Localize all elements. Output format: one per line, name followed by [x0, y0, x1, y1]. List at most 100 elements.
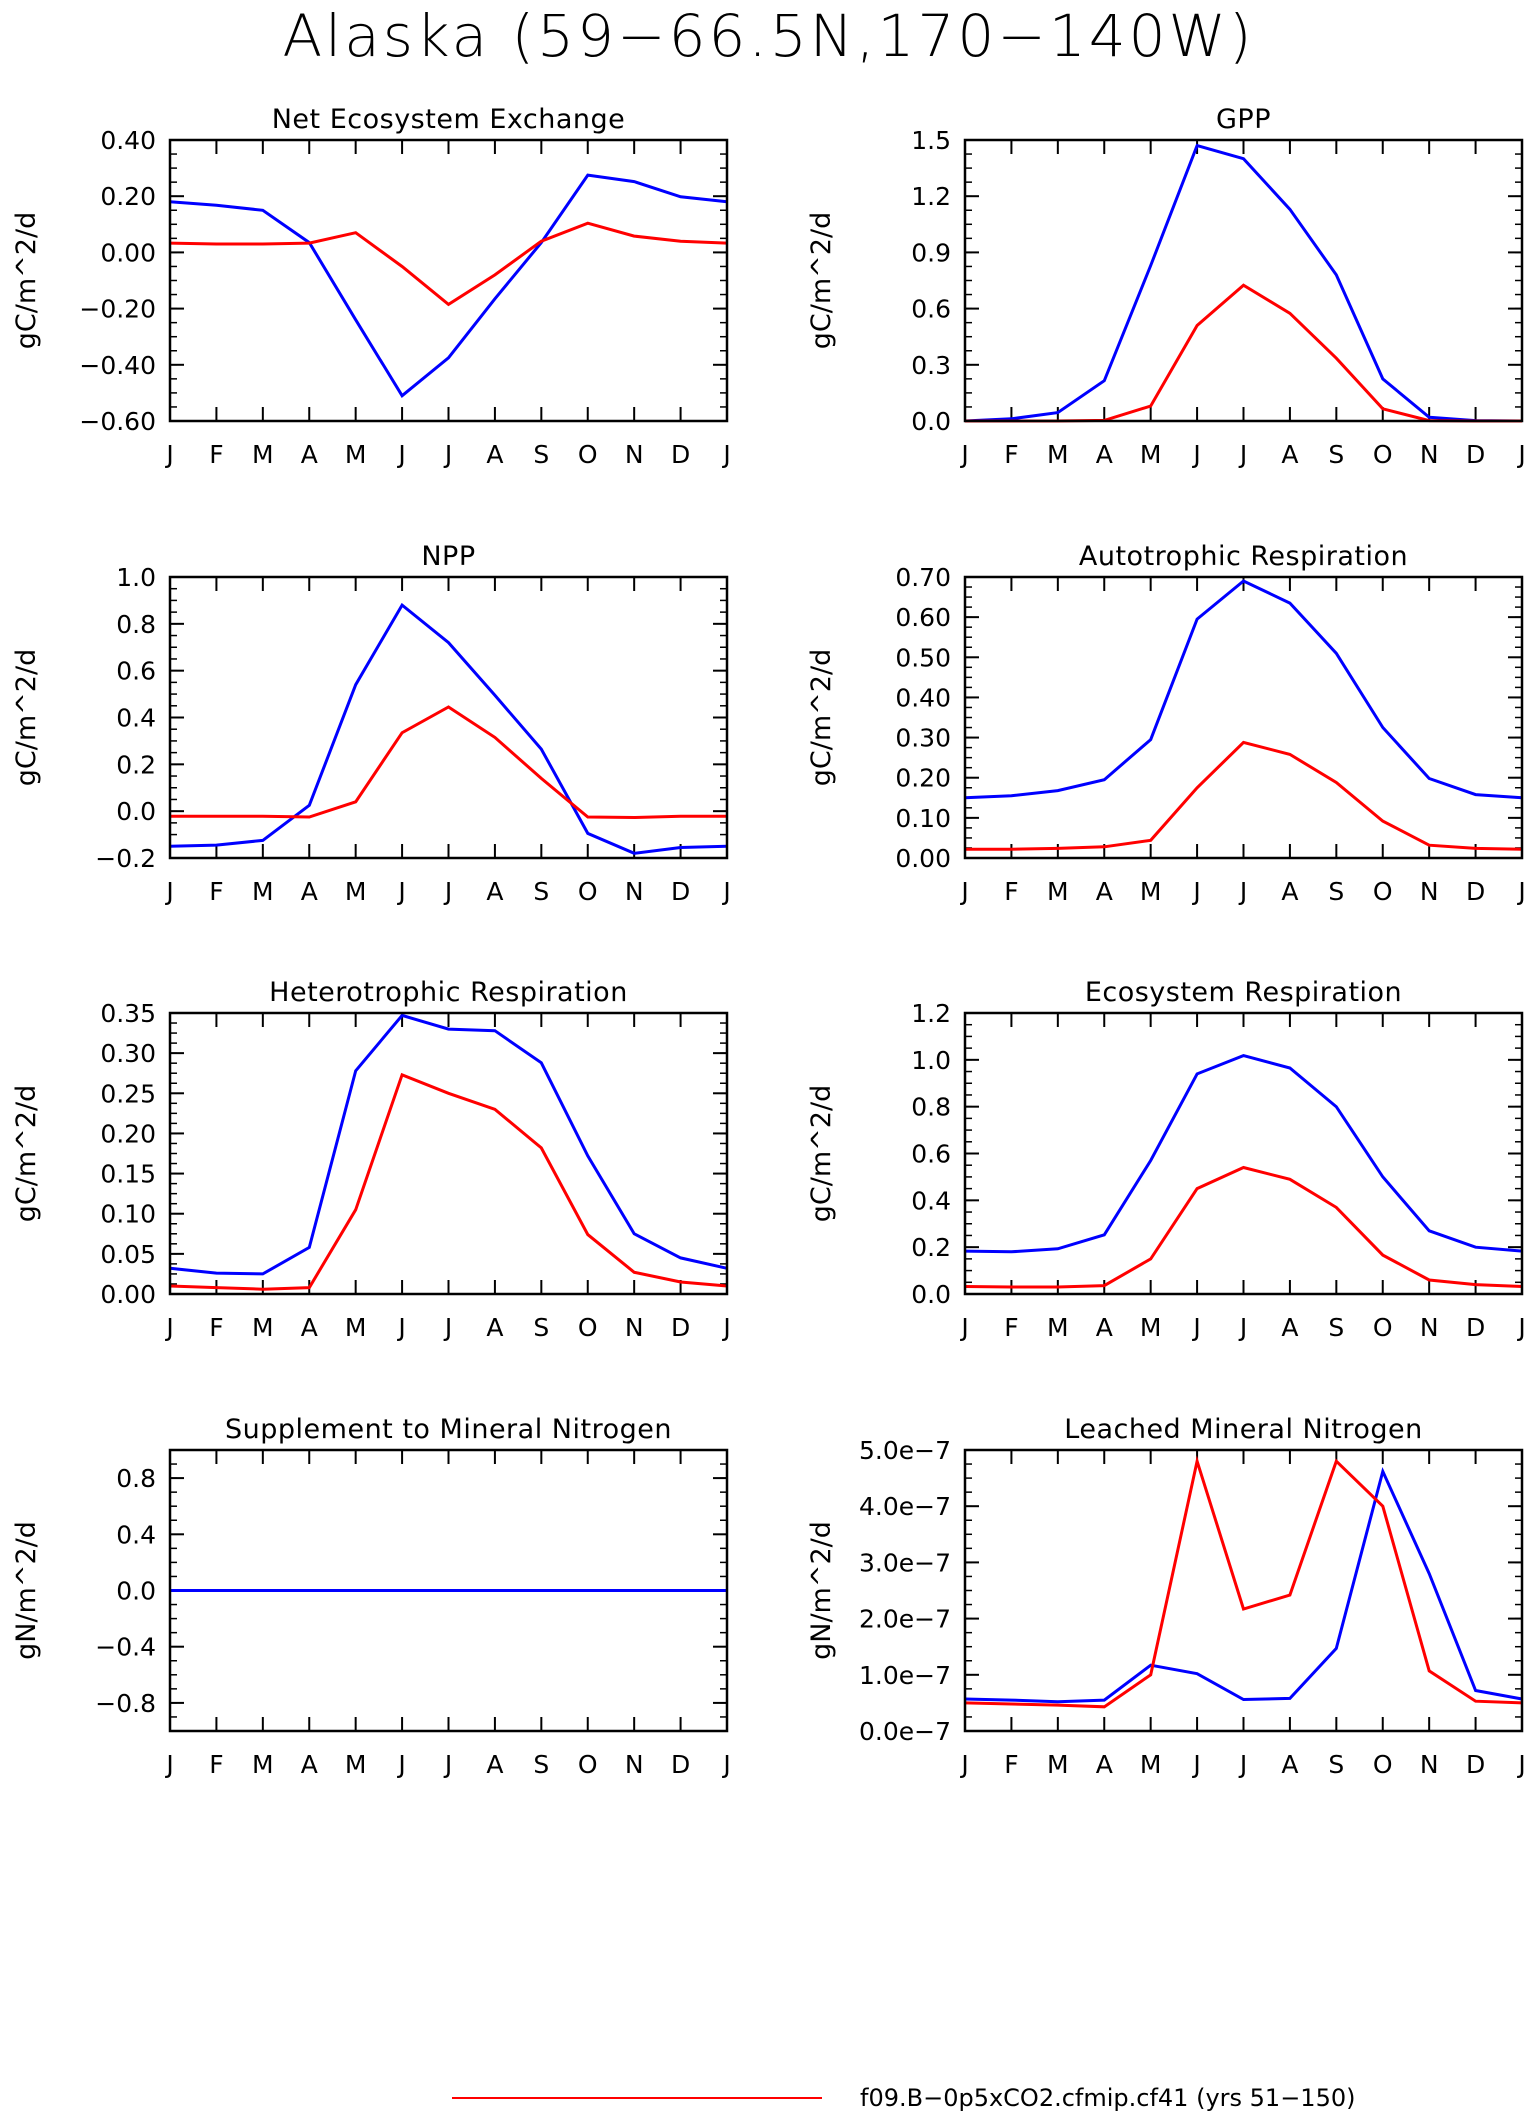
series-line-2 [965, 283, 1522, 423]
x-tick-label: J [1516, 877, 1525, 906]
y-tick-label: −0.20 [79, 295, 156, 324]
legend: f09.B−0p5xCO2.cfmip.cf41 (yrs 51−150) [452, 2084, 1355, 2112]
x-tick-label: M [1047, 1313, 1069, 1342]
legend-label: f09.B−0p5xCO2.cfmip.cf41 (yrs 51−150) [860, 2084, 1355, 2112]
y-tick-label: 0.30 [100, 1039, 156, 1068]
y-tick-label: 0.8 [116, 1464, 156, 1493]
series-line-1 [964, 1054, 1523, 1254]
x-tick-label: D [1466, 877, 1485, 906]
y-axis-label: gC/m^2/d [806, 212, 837, 349]
x-tick-label: J [443, 877, 452, 906]
y-tick-label: 5.0e−7 [859, 1436, 951, 1465]
y-tick-label: 0.50 [895, 643, 951, 672]
x-tick-label: F [1004, 1313, 1018, 1342]
x-tick-label: J [1191, 440, 1200, 469]
y-tick-label: 0.0 [911, 407, 951, 436]
x-tick-label: J [721, 1313, 730, 1342]
y-axis-label: gC/m^2/d [806, 649, 837, 786]
x-tick-label: J [443, 1750, 452, 1779]
x-tick-label: F [209, 1750, 223, 1779]
x-tick-label: A [301, 1750, 318, 1779]
series-line-2 [964, 1455, 1523, 1709]
y-tick-label: −0.2 [95, 844, 156, 873]
y-tick-label: 0.2 [911, 1233, 951, 1262]
x-tick-label: S [1328, 440, 1344, 469]
x-tick-label: J [1516, 1750, 1525, 1779]
series-line-1 [964, 1466, 1523, 1704]
y-tick-label: −0.40 [79, 351, 156, 380]
x-tick-label: M [1140, 1313, 1162, 1342]
x-tick-label: M [1047, 440, 1069, 469]
x-tick-label: M [345, 877, 367, 906]
y-tick-label: 1.2 [911, 182, 951, 211]
y-axis-label: gN/m^2/d [11, 1521, 42, 1660]
x-tick-label: O [578, 1750, 598, 1779]
x-tick-label: A [1281, 1750, 1298, 1779]
plot-frame [963, 575, 1524, 860]
y-tick-label: 0.00 [895, 844, 951, 873]
panel-title: GPP [1216, 104, 1271, 135]
x-tick-label: N [1420, 1313, 1439, 1342]
plot-frame [963, 138, 1524, 423]
y-tick-label: 1.0e−7 [859, 1661, 951, 1690]
x-tick-label: O [1373, 877, 1393, 906]
y-tick-label: 0.00 [100, 1280, 156, 1309]
x-tick-label: O [1373, 1313, 1393, 1342]
x-tick-label: A [1096, 1750, 1113, 1779]
panel-7: Supplement to Mineral Nitrogen gN/m^2/d J F… [11, 1414, 731, 1779]
plot-frame [963, 1011, 1524, 1296]
x-tick-label: N [625, 440, 644, 469]
panel-title: Supplement to Mineral Nitrogen [225, 1414, 672, 1445]
x-tick-label: D [1466, 1313, 1485, 1342]
x-tick-label: A [486, 1313, 503, 1342]
x-tick-label: J [396, 877, 405, 906]
y-tick-label: 0.4 [116, 704, 156, 733]
x-tick-label: J [443, 1313, 452, 1342]
x-tick-label: D [1466, 440, 1485, 469]
y-axis-label: gC/m^2/d [11, 649, 42, 786]
x-tick-label: S [1328, 1313, 1344, 1342]
x-tick-label: J [1238, 440, 1247, 469]
x-tick-label: J [164, 1750, 173, 1779]
x-tick-label: N [1420, 877, 1439, 906]
y-tick-label: 3.0e−7 [859, 1548, 951, 1577]
y-tick-label: 0.40 [895, 683, 951, 712]
x-tick-label: A [486, 877, 503, 906]
y-tick-label: −0.8 [95, 1689, 156, 1718]
y-tick-label: 0.8 [911, 1093, 951, 1122]
x-tick-label: J [164, 1313, 173, 1342]
panel-title: NPP [421, 541, 475, 572]
y-tick-label: 0.0 [911, 1280, 951, 1309]
x-tick-label: M [1140, 440, 1162, 469]
x-tick-label: A [1281, 1313, 1298, 1342]
series-line-1 [169, 602, 728, 855]
x-tick-label: N [1420, 440, 1439, 469]
x-tick-label: A [1281, 440, 1298, 469]
x-tick-label: M [345, 1313, 367, 1342]
x-tick-label: O [578, 877, 598, 906]
y-tick-label: 0.40 [100, 126, 156, 155]
panel-title: Heterotrophic Respiration [269, 977, 628, 1008]
x-tick-label: M [252, 877, 274, 906]
x-tick-label: J [959, 877, 968, 906]
x-tick-label: A [486, 440, 503, 469]
y-tick-label: 0.20 [895, 764, 951, 793]
y-tick-label: 1.0 [911, 1046, 951, 1075]
y-tick-label: 0.8 [116, 610, 156, 639]
x-tick-label: F [209, 877, 223, 906]
panel-title: Autotrophic Respiration [1079, 541, 1408, 572]
y-tick-label: 0.20 [100, 182, 156, 211]
y-tick-label: 0.6 [911, 295, 951, 324]
y-tick-label: 0.2 [116, 750, 156, 779]
x-tick-label: N [625, 1313, 644, 1342]
y-tick-label: 0.0 [116, 797, 156, 826]
y-tick-label: 0.25 [100, 1079, 156, 1108]
y-tick-label: 0.05 [100, 1240, 156, 1269]
x-tick-label: J [721, 1750, 730, 1779]
x-tick-label: A [301, 1313, 318, 1342]
x-tick-label: M [1047, 877, 1069, 906]
